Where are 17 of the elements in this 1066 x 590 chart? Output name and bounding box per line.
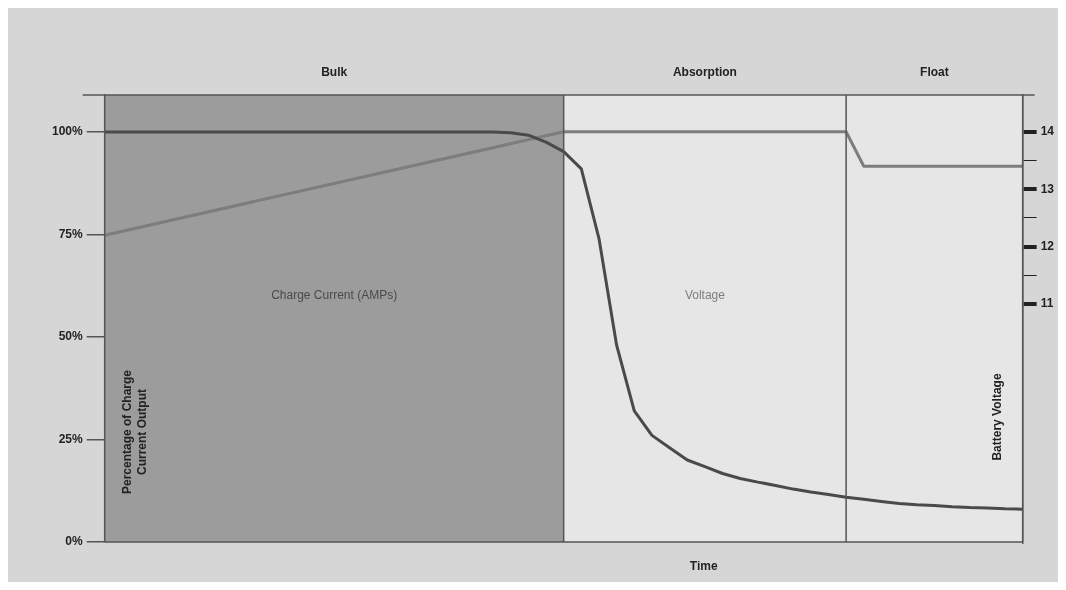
y2-tick-label: 13 xyxy=(1040,181,1055,196)
y-tick-label: 50% xyxy=(58,329,84,344)
text: Absorption xyxy=(672,65,737,80)
text: Charge Current (AMPs) xyxy=(271,288,398,303)
y-tick-label: 25% xyxy=(58,431,84,446)
text: Bulk xyxy=(321,65,348,80)
text: Float xyxy=(920,65,949,80)
y2-tick-label: 12 xyxy=(1040,238,1055,253)
y2-tick-label: 11 xyxy=(1040,296,1054,311)
y2-tick-label: 14 xyxy=(1040,124,1055,139)
x-axis-title: Time xyxy=(689,559,718,574)
y-tick-label: 75% xyxy=(58,226,84,241)
y-axis-title: Percentage of Charge Current Output xyxy=(119,369,149,495)
text: Voltage xyxy=(684,288,726,303)
y-tick-label: 0% xyxy=(65,534,84,549)
y2-axis-title: Battery Voltage xyxy=(989,373,1004,461)
y-tick-label: 100% xyxy=(51,124,84,139)
